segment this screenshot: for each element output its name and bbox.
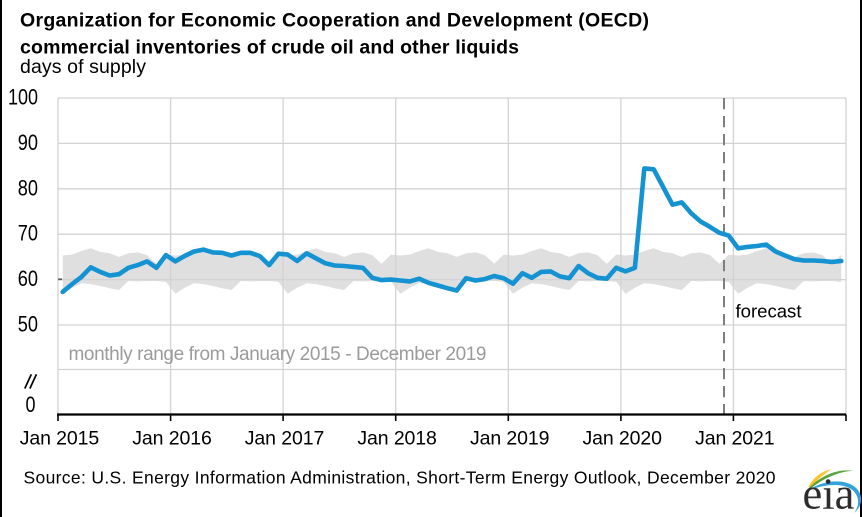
svg-text:days of supply: days of supply bbox=[20, 56, 146, 78]
svg-text:forecast: forecast bbox=[736, 301, 803, 322]
svg-text:70: 70 bbox=[18, 221, 38, 246]
svg-text:Jan 2017: Jan 2017 bbox=[245, 427, 324, 449]
svg-text:80: 80 bbox=[18, 175, 38, 200]
svg-text:50: 50 bbox=[18, 312, 38, 337]
svg-text:Jan 2019: Jan 2019 bbox=[470, 427, 550, 449]
svg-text:Jan 2016: Jan 2016 bbox=[132, 427, 212, 449]
svg-text:commercial inventories of crud: commercial inventories of crude oil and … bbox=[20, 37, 519, 59]
svg-text:Jan 2018: Jan 2018 bbox=[357, 427, 437, 449]
svg-text:monthly range from January 201: monthly range from January 2015 - Decemb… bbox=[69, 344, 487, 365]
svg-text:90: 90 bbox=[18, 130, 38, 155]
svg-text:Organization for Economic Coop: Organization for Economic Cooperation an… bbox=[20, 10, 649, 32]
svg-text:Jan 2015: Jan 2015 bbox=[20, 427, 100, 449]
svg-text:100: 100 bbox=[8, 85, 38, 110]
svg-text:Source: U.S. Energy Informatio: Source: U.S. Energy Information Administ… bbox=[24, 467, 776, 487]
svg-text:Jan 2021: Jan 2021 bbox=[695, 427, 775, 449]
svg-text:Jan 2020: Jan 2020 bbox=[583, 427, 663, 449]
svg-text:60: 60 bbox=[18, 266, 38, 291]
svg-text:eia: eia bbox=[803, 469, 855, 517]
svg-text:0: 0 bbox=[26, 392, 36, 417]
